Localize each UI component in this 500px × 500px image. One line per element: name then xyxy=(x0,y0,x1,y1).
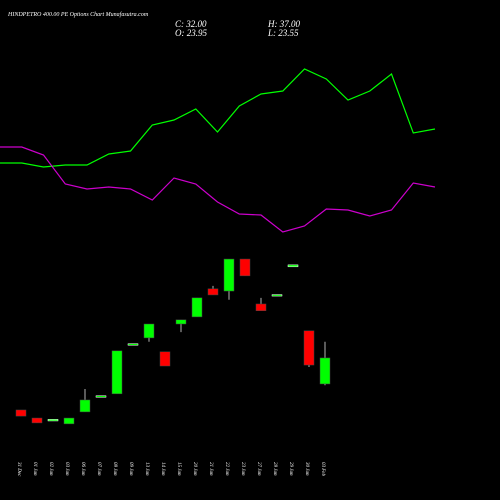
x-tick-label: 23 Jan xyxy=(240,462,245,476)
x-tick-label: 07 Jan xyxy=(96,462,101,476)
candle-body xyxy=(15,409,27,417)
x-tick-label: 22 Jan xyxy=(224,462,229,476)
x-tick-label: 15 Jan xyxy=(176,462,181,476)
candle-body xyxy=(111,350,123,395)
chart-title: HINDPETRO 400.00 PE Options Chart Munafa… xyxy=(7,11,149,18)
candle-body xyxy=(159,351,171,367)
x-tick-label: 08 Jan xyxy=(112,462,117,476)
candle-body xyxy=(271,294,283,297)
x-tick-label: 02 Jan xyxy=(48,462,53,476)
candle-body xyxy=(191,297,203,318)
x-tick-label: 29 Jan xyxy=(288,462,293,476)
x-tick-label: 03 Jan xyxy=(64,462,69,476)
x-tick-label: 31 Dec xyxy=(16,462,21,477)
indicator-line xyxy=(0,68,436,168)
candle-body xyxy=(63,417,75,425)
high-text: H: 37.00 xyxy=(267,19,300,29)
x-tick-label: 09 Jan xyxy=(128,462,133,476)
candle-body xyxy=(127,343,139,346)
candle-body xyxy=(287,264,299,268)
candle-body xyxy=(255,303,267,312)
indicator-line xyxy=(0,146,436,233)
candle-body xyxy=(175,319,187,325)
candle-body xyxy=(207,288,219,296)
close-text: C: 32.00 xyxy=(175,19,207,29)
candle-body xyxy=(47,419,59,422)
candle-body xyxy=(223,258,235,292)
candle-body xyxy=(303,330,315,366)
x-tick-label: 06 Jan xyxy=(80,462,85,476)
x-tick-label: 28 Jan xyxy=(272,462,277,476)
candle-body xyxy=(143,323,155,339)
x-tick-label: 30 Jan xyxy=(304,462,309,476)
candle-body xyxy=(79,399,91,413)
candle-body xyxy=(319,357,331,385)
low-text: L: 23.55 xyxy=(267,28,299,38)
candle-body xyxy=(31,417,43,424)
x-tick-label: 13 Jan xyxy=(144,462,149,476)
candle-body xyxy=(239,258,251,277)
x-tick-label: 21 Jan xyxy=(208,462,213,476)
candle-body xyxy=(95,395,107,398)
x-tick-label: 01 Jan xyxy=(32,462,37,476)
x-tick-label: 20 Jan xyxy=(192,462,197,476)
x-tick-label: 03 Feb xyxy=(320,462,325,477)
open-text: O: 23.95 xyxy=(175,28,207,38)
x-tick-label: 27 Jan xyxy=(256,462,261,476)
x-tick-label: 14 Jan xyxy=(160,462,165,476)
